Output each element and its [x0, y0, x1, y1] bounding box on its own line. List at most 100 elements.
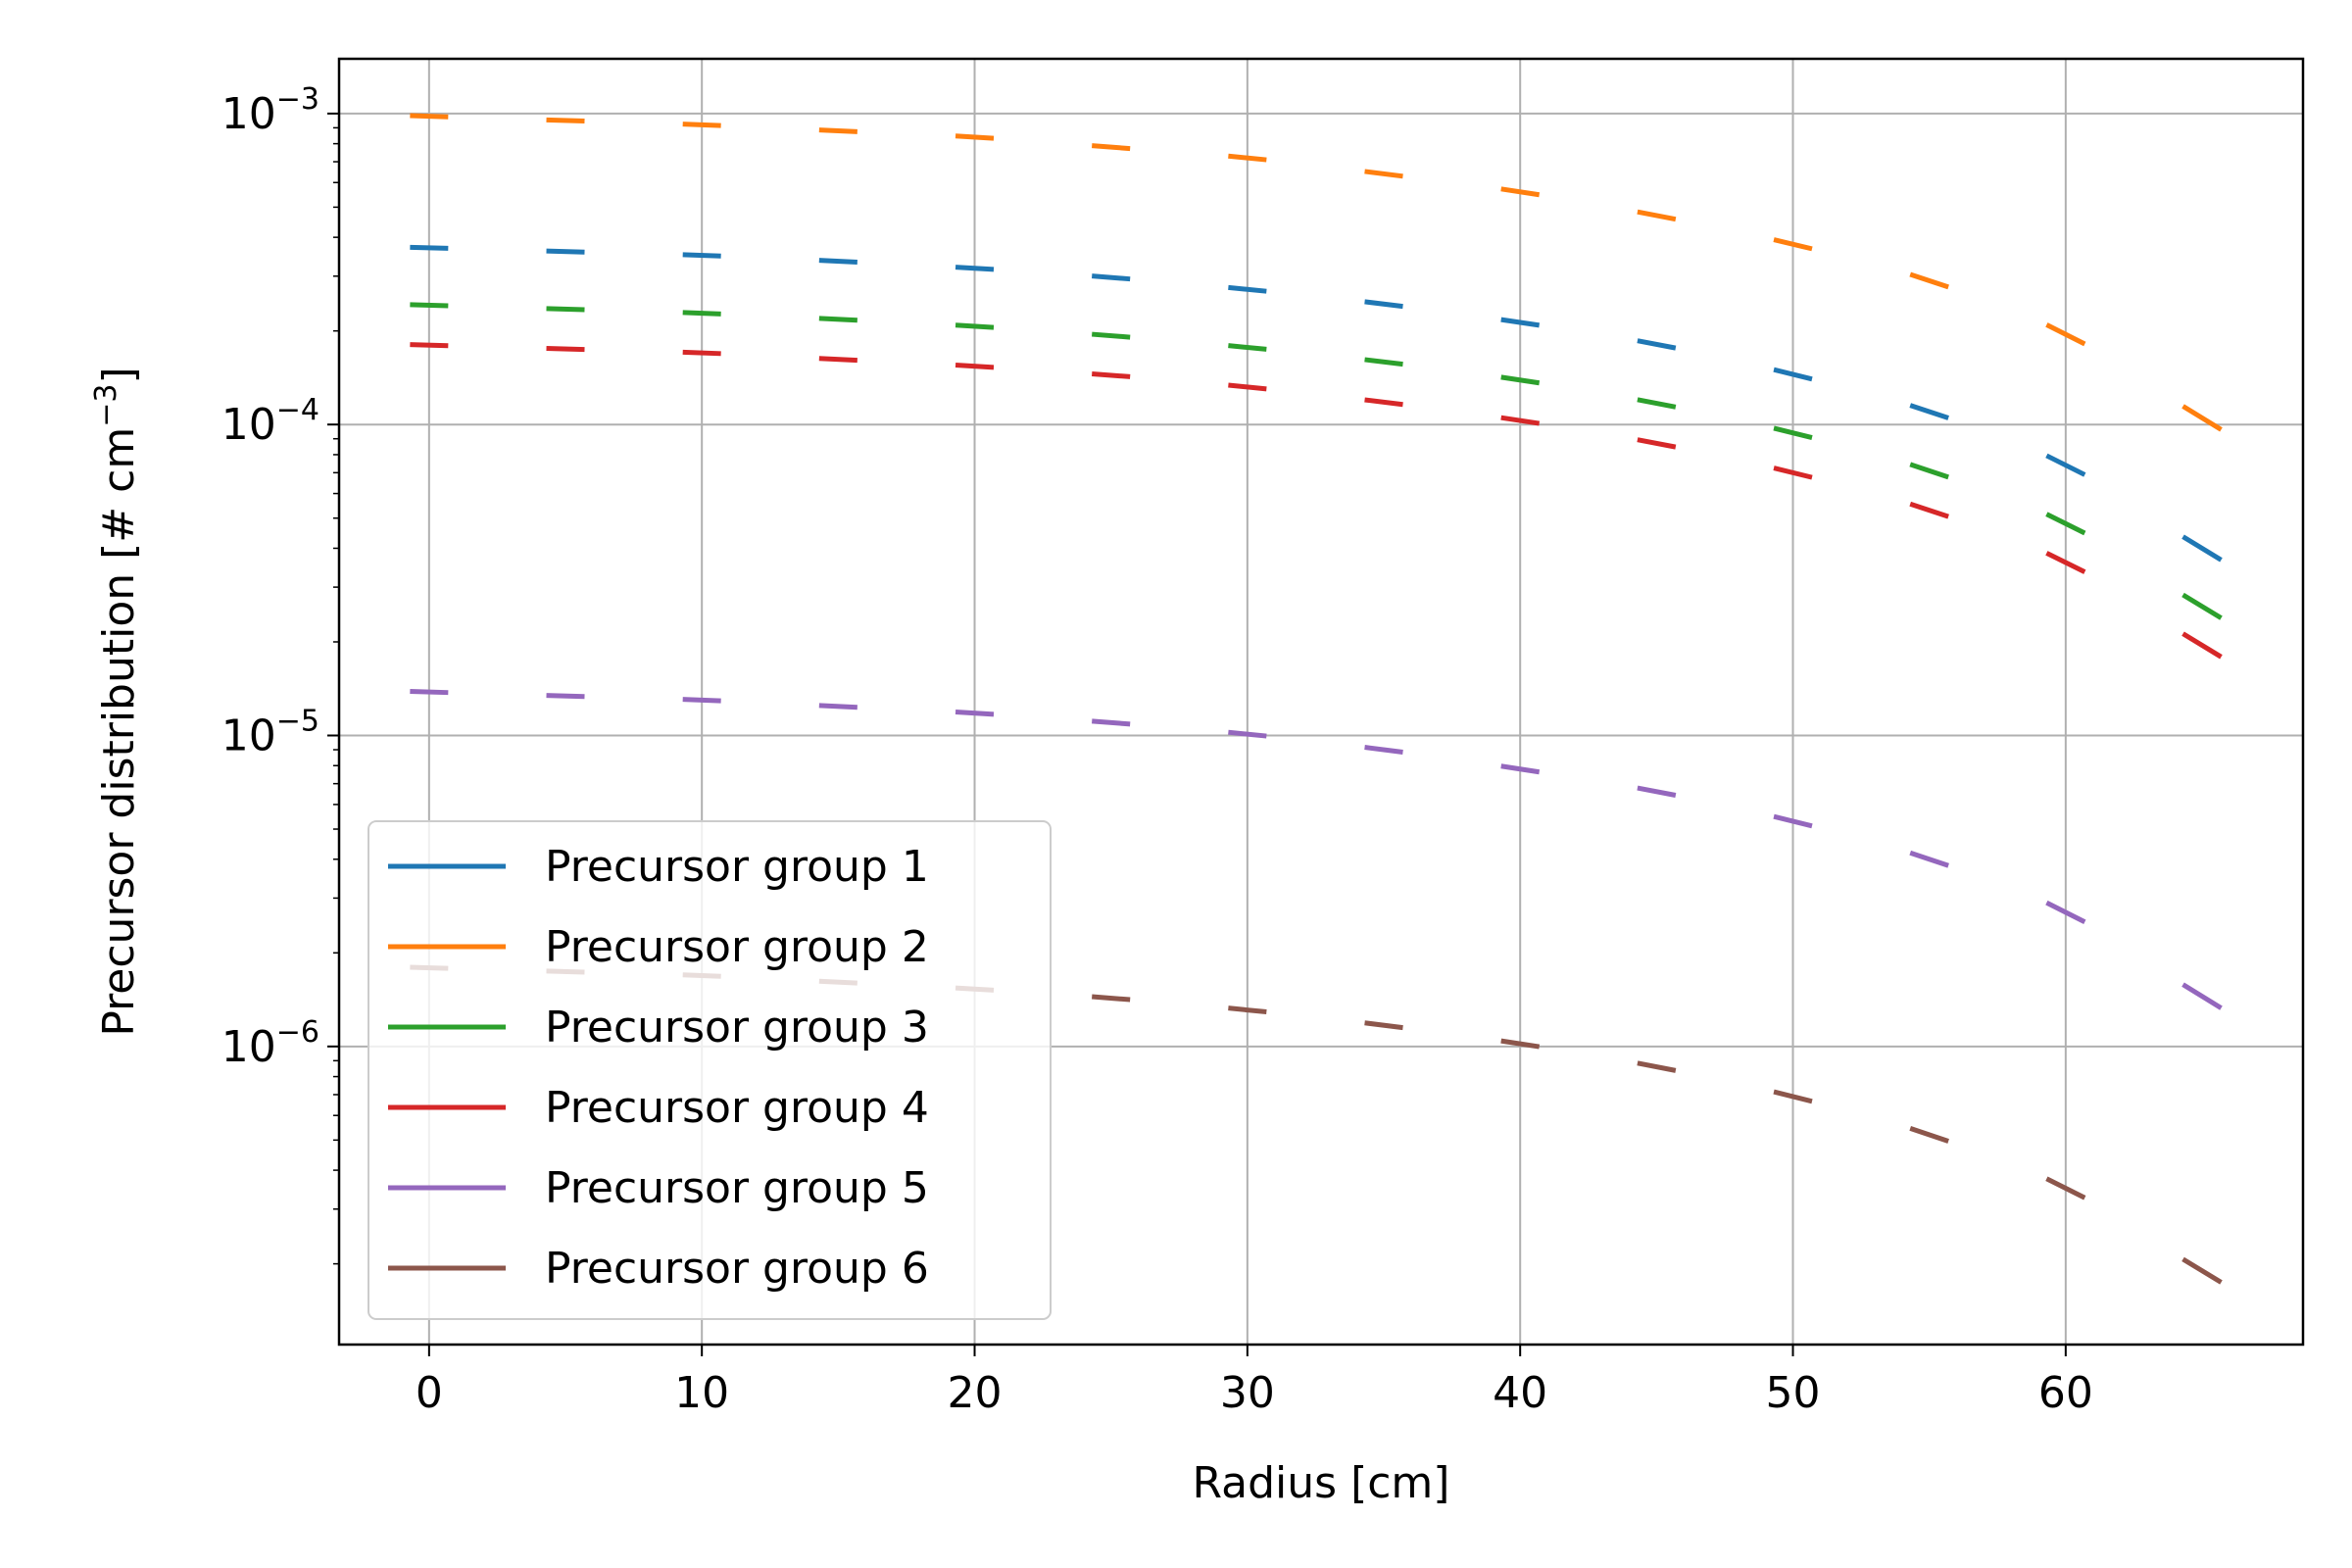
- series-segment: [1909, 403, 1949, 420]
- series-segment: [2045, 1176, 2086, 1200]
- series-segment: [1228, 153, 1267, 163]
- series-segment: [2181, 592, 2223, 620]
- legend-label: Precursor group 3: [545, 1003, 929, 1053]
- series-segment: [1364, 1020, 1403, 1031]
- series-segment: [682, 122, 721, 128]
- series-segment: [682, 252, 721, 259]
- series-segment: [1364, 299, 1403, 310]
- series-segment: [818, 703, 858, 710]
- series-segment: [546, 248, 585, 255]
- series-segment: [410, 244, 449, 251]
- series-segment: [1500, 317, 1541, 328]
- series-segment: [1092, 143, 1131, 152]
- series-segment: [1228, 1005, 1267, 1015]
- series-segment: [410, 342, 449, 349]
- legend-box: [368, 820, 1052, 1320]
- x-tick-label: 30: [1220, 1368, 1275, 1418]
- y-tick-label: 10−5: [221, 705, 319, 761]
- series-2: [410, 113, 2223, 432]
- series-segment: [410, 302, 449, 309]
- series-segment: [682, 349, 721, 357]
- series-segment: [1773, 237, 1813, 252]
- y-tick-label-base: 10: [221, 400, 276, 450]
- series-segment: [1364, 397, 1403, 408]
- y-tick-label-exponent: −5: [276, 705, 319, 739]
- series-segment: [410, 689, 449, 696]
- x-tick-label: 0: [416, 1368, 443, 1418]
- series-segment: [1500, 374, 1541, 386]
- series-segment: [1092, 718, 1131, 727]
- x-tick-label: 20: [948, 1368, 1003, 1418]
- y-tick-label-base: 10: [221, 1022, 276, 1072]
- series-segment: [1364, 169, 1403, 179]
- series-segment: [546, 346, 585, 353]
- series-segment: [818, 127, 858, 134]
- series-1: [410, 244, 2223, 563]
- y-tick-label: 10−4: [221, 393, 319, 450]
- series-segment: [955, 363, 995, 370]
- series-segment: [1773, 367, 1813, 382]
- series-segment: [955, 133, 995, 141]
- series-segment: [818, 316, 858, 323]
- series-segment: [2181, 631, 2223, 660]
- legend: Precursor group 1 Precursor group 2 Precur…: [368, 820, 1052, 1320]
- y-axis-label-end: ]: [94, 367, 144, 383]
- series-segment: [1228, 729, 1267, 739]
- series-segment: [1500, 1038, 1541, 1050]
- series-segment: [682, 310, 721, 317]
- series-segment: [2045, 322, 2086, 347]
- series-segment: [1909, 850, 1949, 868]
- series-segment: [955, 265, 995, 272]
- series-segment: [2181, 1256, 2223, 1285]
- series-segment: [2045, 512, 2086, 536]
- series-segment: [1909, 1126, 1949, 1144]
- x-tick-label: 40: [1493, 1368, 1547, 1418]
- series-segment: [818, 356, 858, 364]
- series-segment: [2045, 900, 2086, 924]
- series-segment: [410, 113, 449, 120]
- plot-frame: [337, 57, 2305, 1347]
- legend-label: Precursor group 6: [545, 1244, 929, 1294]
- x-axis-label: Radius [cm]: [1193, 1458, 1450, 1508]
- series-segment: [1773, 425, 1813, 440]
- series-segment: [1637, 1060, 1677, 1073]
- series-segment: [2045, 551, 2086, 574]
- series-segment: [1773, 466, 1813, 480]
- series-3: [410, 302, 2223, 620]
- series-segment: [1637, 437, 1677, 450]
- legend-label: Precursor group 2: [545, 922, 929, 972]
- series-segment: [1637, 397, 1677, 410]
- x-tick-label: 50: [1766, 1368, 1821, 1418]
- series-segment: [1909, 462, 1949, 480]
- series-segment: [1092, 273, 1131, 282]
- series-segment: [1909, 501, 1949, 519]
- series-segment: [1364, 357, 1403, 368]
- y-tick-label-exponent: −4: [276, 393, 319, 427]
- series-segment: [546, 306, 585, 313]
- series-segment: [1500, 415, 1541, 426]
- series-segment: [1228, 382, 1267, 392]
- series-segment: [1364, 745, 1403, 755]
- series-segment: [546, 117, 585, 124]
- series-segment: [1909, 271, 1949, 290]
- y-axis-label: Precursor distribution [# cm−3]: [89, 367, 144, 1036]
- series-segment: [1637, 209, 1677, 222]
- series-segment: [2045, 453, 2086, 477]
- x-axis: 0 10 20 30 40 50 60: [416, 1345, 2093, 1418]
- y-tick-label-base: 10: [221, 89, 276, 139]
- grid: [339, 59, 2303, 1345]
- y-tick-label: 10−6: [221, 1015, 319, 1072]
- series-segment: [546, 693, 585, 700]
- y-axis: 10−610−510−410−3: [221, 82, 339, 1265]
- series-segment: [818, 258, 858, 266]
- series-segment: [1092, 331, 1131, 340]
- series-segment: [2181, 404, 2223, 432]
- y-axis-label-exponent: −3: [89, 384, 123, 427]
- series-segment: [955, 322, 995, 330]
- x-tick-label: 10: [674, 1368, 729, 1418]
- series-5: [410, 689, 2223, 1010]
- y-tick-label-base: 10: [221, 711, 276, 761]
- series-segment: [1773, 1089, 1813, 1104]
